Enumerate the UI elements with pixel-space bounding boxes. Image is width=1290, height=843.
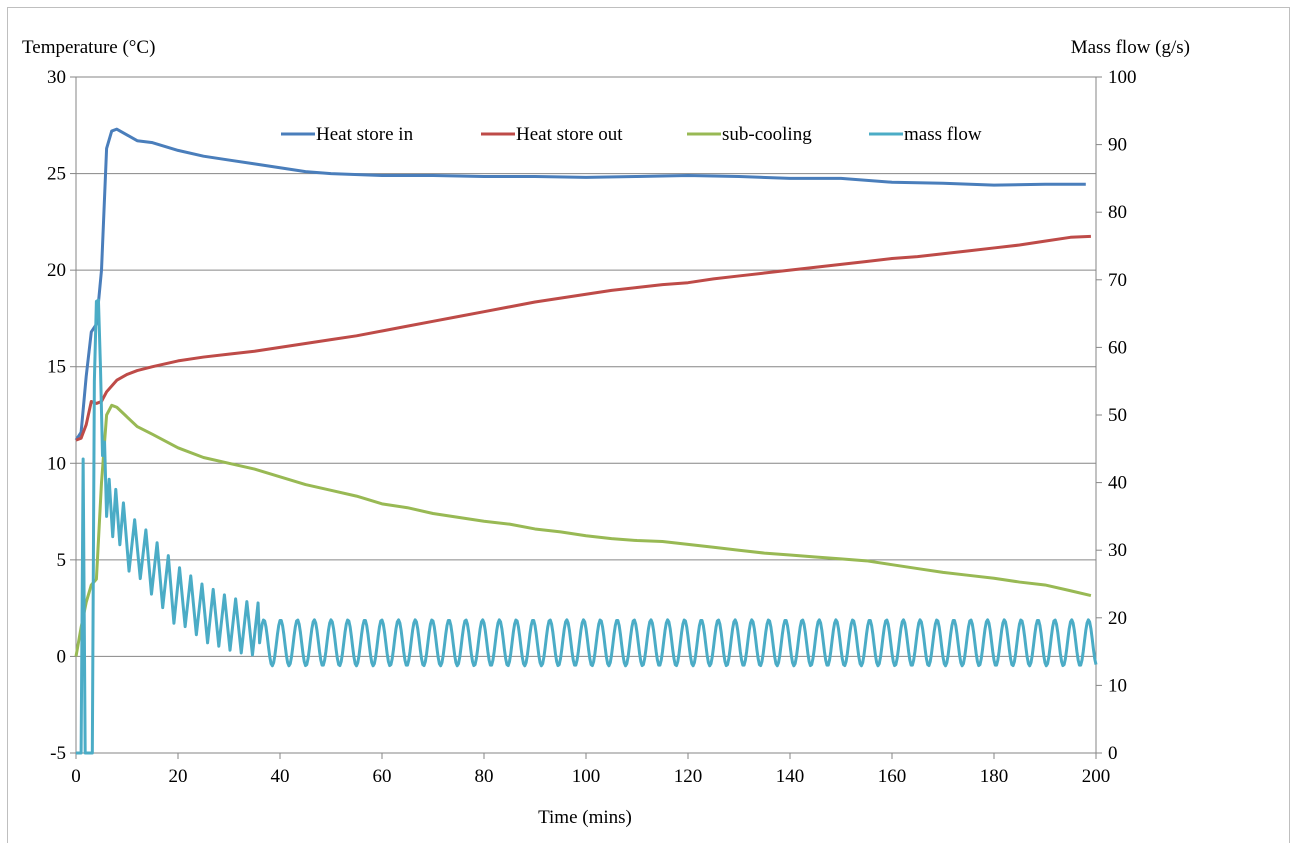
- y-right-tick-label: 70: [1108, 270, 1127, 291]
- series-line-sub-cooling: [74, 403, 1092, 657]
- y-left-tick-label: 30: [47, 67, 66, 88]
- series-line-heat-store-in: [74, 127, 1086, 441]
- y-right-axis-title: Mass flow (g/s): [1071, 37, 1190, 58]
- y-right-tick-label: 40: [1108, 473, 1127, 494]
- x-tick-label: 120: [674, 766, 703, 787]
- series-line-mass-flow: [76, 298, 1098, 755]
- x-tick-label: 100: [572, 766, 601, 787]
- legend-label: Heat store in: [316, 124, 414, 145]
- y-left-tick-label: 20: [47, 260, 66, 281]
- y-right-tick-label: 30: [1108, 540, 1127, 561]
- x-tick-label: 60: [373, 766, 392, 787]
- y-right-tick-label: 100: [1108, 67, 1137, 88]
- y-right-tick-label: 60: [1108, 337, 1127, 358]
- y-left-tick-label: 10: [47, 453, 66, 474]
- x-tick-label: 40: [271, 766, 290, 787]
- y-left-tick-label: 5: [57, 550, 67, 571]
- y-left-tick-label: 15: [47, 357, 66, 378]
- x-tick-label: 160: [878, 766, 907, 787]
- legend: Heat store in Heat store out sub-cooling ma…: [281, 124, 982, 145]
- x-tick-label: 20: [169, 766, 188, 787]
- x-tick-label: 80: [475, 766, 494, 787]
- y-right-tick-label: 80: [1108, 202, 1127, 223]
- legend-label: sub-cooling: [722, 124, 812, 145]
- legend-label: mass flow: [904, 124, 982, 145]
- series-lines: [74, 127, 1098, 755]
- y-right-tick-label: 90: [1108, 135, 1127, 156]
- x-tick-label: 200: [1082, 766, 1111, 787]
- y-left-tick-label: 0: [57, 646, 67, 667]
- y-left-axis-title: Temperature (°C): [22, 37, 155, 58]
- legend-label: Heat store out: [516, 124, 623, 145]
- series-line-heat-store-out: [75, 234, 1091, 442]
- x-tick-label: 140: [776, 766, 805, 787]
- y-left-tick-label: 25: [47, 164, 66, 185]
- x-tick-label: 0: [71, 766, 81, 787]
- x-axis-title: Time (mins): [538, 807, 632, 828]
- axes: [70, 76, 1102, 759]
- y-right-tick-label: 50: [1108, 405, 1127, 426]
- x-tick-label: 180: [980, 766, 1009, 787]
- y-right-tick-label: 20: [1108, 608, 1127, 629]
- y-right-tick-label: 0: [1108, 743, 1118, 764]
- y-right-tick-label: 10: [1108, 675, 1127, 696]
- y-left-tick-label: -5: [50, 743, 66, 764]
